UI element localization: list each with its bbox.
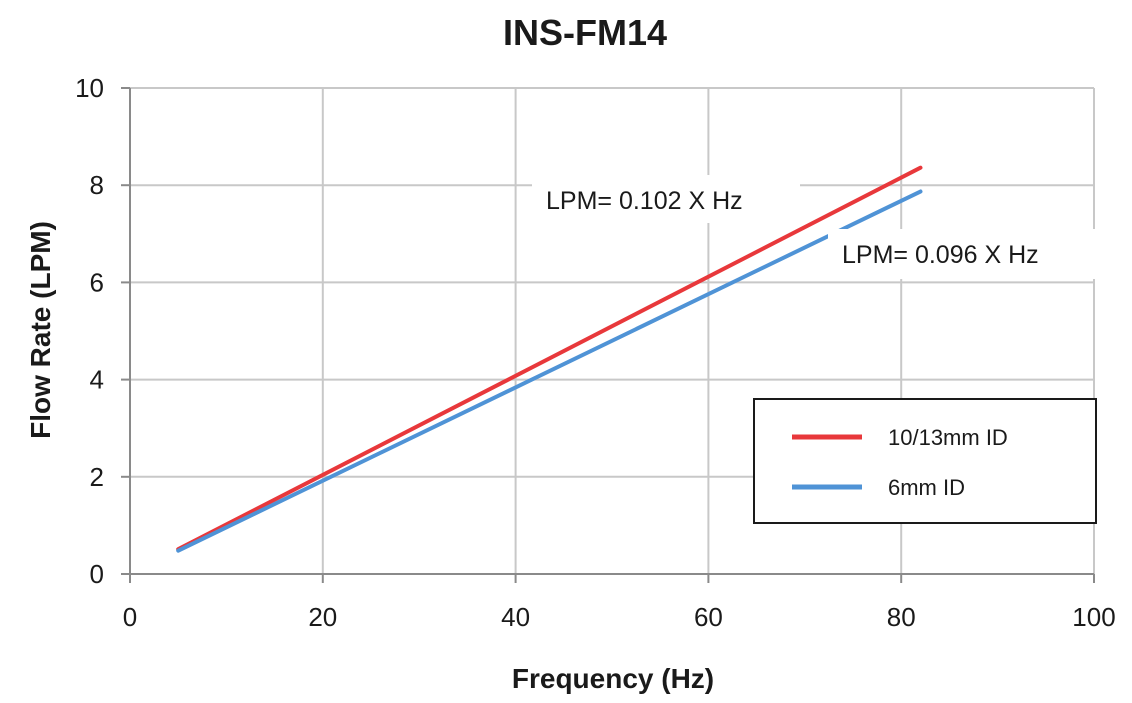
x-tick-label: 100 — [1072, 602, 1115, 632]
series-line-6mm-id — [176, 189, 923, 553]
y-tick-label: 2 — [90, 462, 104, 492]
x-tick-label: 20 — [308, 602, 337, 632]
annotation-background — [532, 175, 800, 223]
y-tick-label: 6 — [90, 267, 104, 297]
y-tick-label: 4 — [90, 365, 104, 395]
axes: 0 20 40 60 80 100 0 2 4 6 8 10 — [75, 73, 1116, 632]
y-tick-label: 8 — [90, 170, 104, 200]
x-axis-label: Frequency (Hz) — [512, 663, 714, 694]
x-tick-label: 60 — [694, 602, 723, 632]
legend-box — [753, 398, 1097, 524]
equation-annotation: LPM= 0.102 X Hz — [546, 187, 743, 215]
series-line-10-13mm-id — [176, 165, 923, 552]
y-tick-label: 0 — [90, 559, 104, 589]
y-tick-label: 10 — [75, 73, 104, 103]
legend-label: 10/13mm ID — [888, 425, 1008, 450]
legend: 10/13mm ID 6mm ID — [753, 398, 1097, 524]
annotation-background — [828, 229, 1096, 279]
x-tick-label: 0 — [123, 602, 137, 632]
x-tick-label: 80 — [887, 602, 916, 632]
series-lines — [176, 165, 923, 553]
x-tick-label: 40 — [501, 602, 530, 632]
chart-title: INS-FM14 — [503, 12, 667, 53]
annotations: LPM= 0.102 X Hz LPM= 0.096 X Hz — [532, 175, 1096, 279]
equation-annotation: LPM= 0.096 X Hz — [842, 241, 1039, 269]
legend-label: 6mm ID — [888, 475, 965, 500]
y-axis-label: Flow Rate (LPM) — [25, 221, 56, 439]
